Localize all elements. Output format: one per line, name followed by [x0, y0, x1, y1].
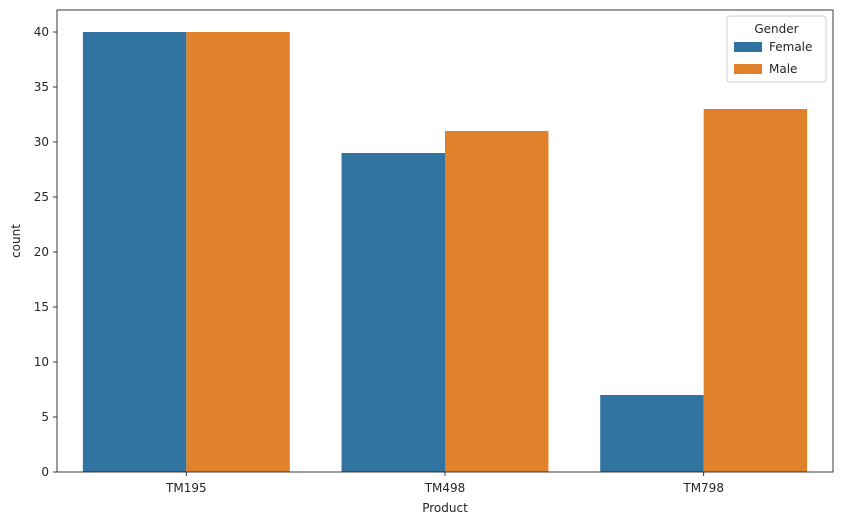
x-tick-label: TM498	[424, 481, 466, 495]
x-axis-label: Product	[422, 501, 468, 515]
y-tick-label: 35	[34, 80, 49, 94]
legend-label-male: Male	[769, 62, 797, 76]
y-tick-label: 25	[34, 190, 49, 204]
y-tick-label: 20	[34, 245, 49, 259]
bar-tm498-female	[341, 153, 445, 472]
y-axis-ticks: 0 5 10 15 20 25 30 35 40	[34, 25, 57, 479]
legend-title: Gender	[754, 22, 798, 36]
legend: Gender Female Male	[726, 15, 827, 83]
bar-tm498-male	[445, 131, 549, 472]
bar-tm195-female	[82, 32, 187, 472]
bars-layer	[82, 32, 808, 472]
y-tick-label: 0	[41, 465, 49, 479]
bar-tm798-female	[600, 395, 704, 472]
y-axis-label: count	[9, 224, 23, 258]
y-tick-label: 5	[41, 410, 49, 424]
x-tick-label: TM195	[165, 481, 207, 495]
y-tick-label: 10	[34, 355, 49, 369]
y-tick-label: 40	[34, 25, 49, 39]
y-tick-label: 30	[34, 135, 49, 149]
bar-tm195-male	[186, 32, 290, 472]
plot-frame	[56, 9, 834, 473]
legend-swatch-female	[734, 42, 762, 52]
bar-tm798-male	[703, 109, 808, 472]
x-axis-ticks: TM195 TM498 TM798	[165, 472, 724, 495]
legend-label-female: Female	[769, 40, 812, 54]
legend-swatch-male	[734, 64, 762, 74]
x-tick-label: TM798	[682, 481, 724, 495]
y-tick-label: 15	[34, 300, 49, 314]
